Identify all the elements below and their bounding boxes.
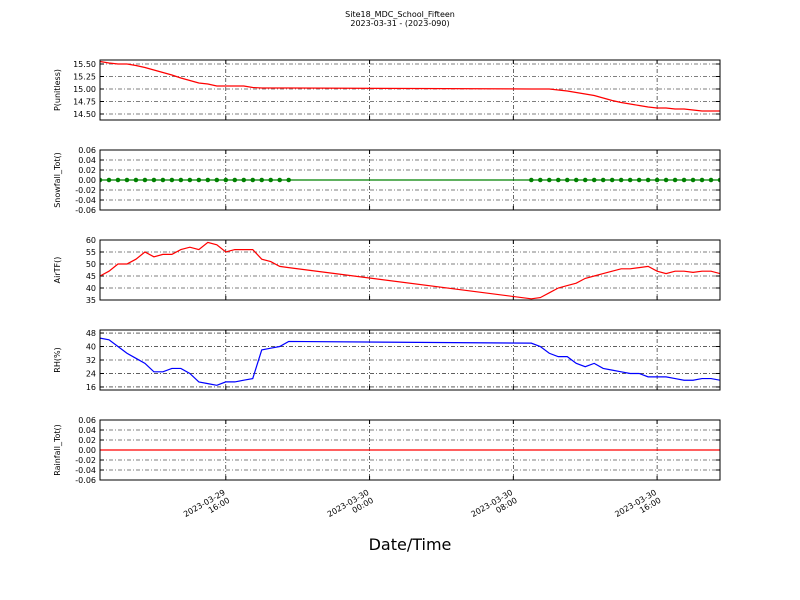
data-point: [277, 177, 283, 183]
y-axis-label: P(unitless): [53, 69, 62, 111]
data-point: [654, 177, 660, 183]
data-point: [681, 177, 687, 183]
data-point: [286, 177, 291, 183]
data-point: [564, 177, 570, 183]
y-tick-label: -0.02: [75, 186, 96, 195]
y-tick-label: 60: [86, 236, 96, 245]
data-point: [699, 177, 705, 183]
y-tick-label: 16: [86, 383, 96, 392]
y-tick-label: 50: [86, 260, 96, 269]
y-tick-label: 0.02: [78, 436, 96, 445]
data-point: [223, 177, 229, 183]
y-tick-label: 0.00: [78, 446, 96, 455]
data-point: [268, 177, 274, 183]
data-point: [546, 177, 552, 183]
y-axis-label: RH(%): [53, 347, 62, 372]
plot-frame: [99, 329, 721, 391]
data-point: [645, 177, 651, 183]
y-tick-label: -0.04: [75, 466, 96, 475]
data-point: [573, 177, 579, 183]
data-point: [250, 177, 256, 183]
data-point: [708, 177, 714, 183]
chart-subtitle: 2023-03-31 - (2023-090): [350, 19, 449, 28]
data-point: [133, 177, 139, 183]
chart-title: Site18_MDC_School_Fifteen: [345, 10, 455, 19]
plot-frame: [99, 419, 721, 481]
data-point: [618, 177, 624, 183]
y-tick-label: 14.75: [73, 98, 96, 107]
data-point: [232, 177, 238, 183]
y-tick-label: 0.06: [78, 416, 96, 425]
y-tick-label: 55: [86, 248, 96, 257]
data-point: [187, 177, 193, 183]
data-point: [663, 177, 669, 183]
plot-frame: [99, 149, 721, 211]
series-group: [100, 60, 720, 112]
data-point: [142, 177, 148, 183]
y-tick-label: 0.06: [78, 146, 96, 155]
y-tick-label: 0.04: [78, 426, 96, 435]
data-point: [636, 177, 642, 183]
y-tick-label: 40: [86, 343, 96, 352]
y-tick-label: 15.00: [73, 85, 96, 94]
data-line: [100, 337, 720, 386]
data-point: [672, 177, 678, 183]
y-tick-label: 15.25: [73, 73, 96, 82]
data-point: [690, 177, 696, 183]
y-tick-label: 48: [86, 329, 96, 338]
series-group: [100, 241, 720, 300]
data-point: [169, 177, 175, 183]
plot-frame: [99, 59, 721, 121]
y-tick-label: 15.50: [73, 60, 96, 69]
data-point: [609, 177, 615, 183]
data-point: [591, 177, 597, 183]
data-point: [178, 177, 184, 183]
y-tick-label: 0.02: [78, 166, 96, 175]
y-tick-label: 45: [86, 272, 96, 281]
data-point: [537, 177, 543, 183]
series-group: [100, 177, 720, 183]
series-group: [100, 337, 720, 386]
data-point: [627, 177, 633, 183]
y-tick-label: -0.02: [75, 456, 96, 465]
y-tick-label: -0.04: [75, 196, 96, 205]
y-axis-label: Snowfall_Tot(): [53, 152, 62, 208]
data-point: [124, 177, 130, 183]
data-point: [555, 177, 561, 183]
y-tick-label: 24: [86, 369, 96, 378]
data-point: [241, 177, 247, 183]
y-tick-label: -0.06: [75, 476, 96, 485]
data-line: [100, 241, 720, 300]
data-point: [205, 177, 211, 183]
data-point: [529, 177, 534, 183]
data-point: [115, 177, 121, 183]
plot-frame: [99, 239, 721, 301]
y-tick-label: 35: [86, 296, 96, 305]
x-axis-label: Date/Time: [369, 535, 452, 554]
y-tick-label: 14.50: [73, 110, 96, 119]
data-point: [600, 177, 606, 183]
y-tick-label: -0.06: [75, 206, 96, 215]
y-tick-label: 0.00: [78, 176, 96, 185]
data-line: [100, 60, 720, 112]
data-point: [151, 177, 157, 183]
data-point: [259, 177, 265, 183]
y-tick-label: 32: [86, 356, 96, 365]
data-point: [214, 177, 220, 183]
y-tick-label: 40: [86, 284, 96, 293]
y-tick-label: 0.04: [78, 156, 96, 165]
data-point: [196, 177, 202, 183]
data-point: [160, 177, 166, 183]
data-point: [106, 177, 112, 183]
y-axis-label: Rainfall_Tot(): [53, 424, 62, 476]
data-point: [582, 177, 588, 183]
y-axis-label: AirTF(): [53, 257, 62, 284]
